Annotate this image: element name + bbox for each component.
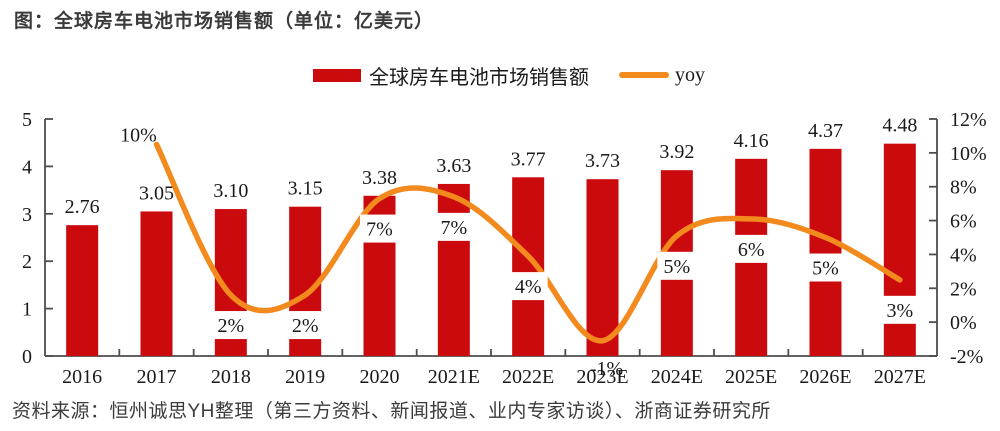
y-axis-left-label: 0 bbox=[22, 346, 32, 368]
bar-value-label: 4.16 bbox=[734, 130, 769, 152]
bar-value-label: 3.63 bbox=[436, 155, 471, 177]
yoy-label-bg bbox=[434, 212, 474, 241]
yoy-label: 4% bbox=[515, 276, 542, 298]
x-tick-label: 2019 bbox=[285, 366, 325, 388]
legend-bar-swatch bbox=[313, 68, 361, 82]
y-axis-right-label: 12% bbox=[950, 109, 987, 131]
x-tick-label: 2024E bbox=[651, 366, 703, 388]
bar-value-label: 3.77 bbox=[511, 148, 546, 170]
yoy-label-bg bbox=[731, 234, 771, 263]
source-note: 资料来源：恒州诚思YH整理（第三方资料、新闻报道、业内专家访谈）、浙商证券研究所 bbox=[12, 401, 771, 422]
yoy-label: 7% bbox=[440, 217, 467, 239]
bar-value-label: 3.10 bbox=[213, 180, 248, 202]
legend-bar-label: 全球房车电池市场销售额 bbox=[369, 66, 589, 89]
yoy-line bbox=[153, 141, 903, 344]
yoy-label-bg bbox=[508, 272, 548, 301]
y-axis-right-label: 2% bbox=[950, 278, 977, 300]
yoy-label: 3% bbox=[886, 300, 913, 322]
yoy-label: 2% bbox=[217, 315, 244, 337]
y-axis-right-label: 8% bbox=[950, 177, 977, 199]
y-axis-right-label: 6% bbox=[950, 211, 977, 233]
x-tick-label: 2025E bbox=[725, 366, 777, 388]
y-axis-left-label: 1 bbox=[22, 299, 32, 321]
x-tick-label: 2018 bbox=[211, 366, 251, 388]
y-axis-right-label: 4% bbox=[950, 244, 977, 266]
bar-value-label: 4.48 bbox=[882, 115, 917, 137]
legend: 全球房车电池市场销售额 yoy bbox=[313, 62, 705, 89]
yoy-label: 6% bbox=[738, 239, 765, 261]
bar-value-label: 3.05 bbox=[139, 182, 174, 204]
yoy-label: -1% bbox=[590, 358, 623, 380]
bar-value-label: 3.15 bbox=[288, 178, 323, 200]
yoy-label-bg bbox=[880, 295, 920, 324]
yoy-label: 5% bbox=[812, 258, 839, 280]
yoy-label: 2% bbox=[292, 315, 319, 337]
yoy-label: 7% bbox=[366, 219, 393, 241]
x-tick-label: 2017 bbox=[137, 366, 177, 388]
bar bbox=[66, 225, 99, 356]
yoy-label: 10% bbox=[120, 124, 157, 146]
bar bbox=[883, 143, 916, 356]
x-tick-label: 2023E bbox=[576, 366, 628, 388]
bar-value-label: 3.38 bbox=[362, 167, 397, 189]
legend-line-swatch bbox=[619, 72, 669, 78]
yoy-label-bg bbox=[657, 251, 697, 280]
bar bbox=[586, 179, 619, 356]
x-tick-label: 2020 bbox=[360, 366, 400, 388]
x-tick-label: 2021E bbox=[428, 366, 480, 388]
x-tick-label: 2026E bbox=[799, 366, 851, 388]
y-axis-right-label: 10% bbox=[950, 143, 987, 165]
bar-value-label: 4.37 bbox=[808, 120, 843, 142]
bar bbox=[437, 183, 470, 356]
yoy-label: 5% bbox=[663, 256, 690, 278]
bar-value-label: 3.73 bbox=[585, 150, 620, 172]
bar bbox=[809, 148, 842, 356]
bar-value-label: 2.76 bbox=[65, 196, 100, 218]
yoy-label-bg bbox=[806, 253, 845, 282]
chart-title: 图：全球房车电池市场销售额（单位：亿美元） bbox=[14, 11, 435, 32]
bar bbox=[140, 211, 173, 356]
y-axis-left-label: 5 bbox=[22, 109, 32, 131]
yoy-label-bg bbox=[285, 311, 325, 340]
x-tick-label: 2022E bbox=[502, 366, 554, 388]
y-axis-right-label: -2% bbox=[950, 346, 983, 368]
y-axis-left-label: 4 bbox=[22, 156, 32, 178]
yoy-label-bg bbox=[360, 214, 399, 243]
x-tick-label: 2016 bbox=[62, 366, 102, 388]
y-axis-right-label: 0% bbox=[950, 312, 977, 334]
x-tick-label: 2027E bbox=[874, 366, 926, 388]
yoy-label-bg bbox=[211, 311, 251, 340]
y-axis-left-label: 2 bbox=[22, 251, 32, 273]
y-axis-left-label: 3 bbox=[22, 204, 32, 226]
legend-line-label: yoy bbox=[675, 63, 705, 86]
bar-value-label: 3.92 bbox=[659, 141, 694, 163]
